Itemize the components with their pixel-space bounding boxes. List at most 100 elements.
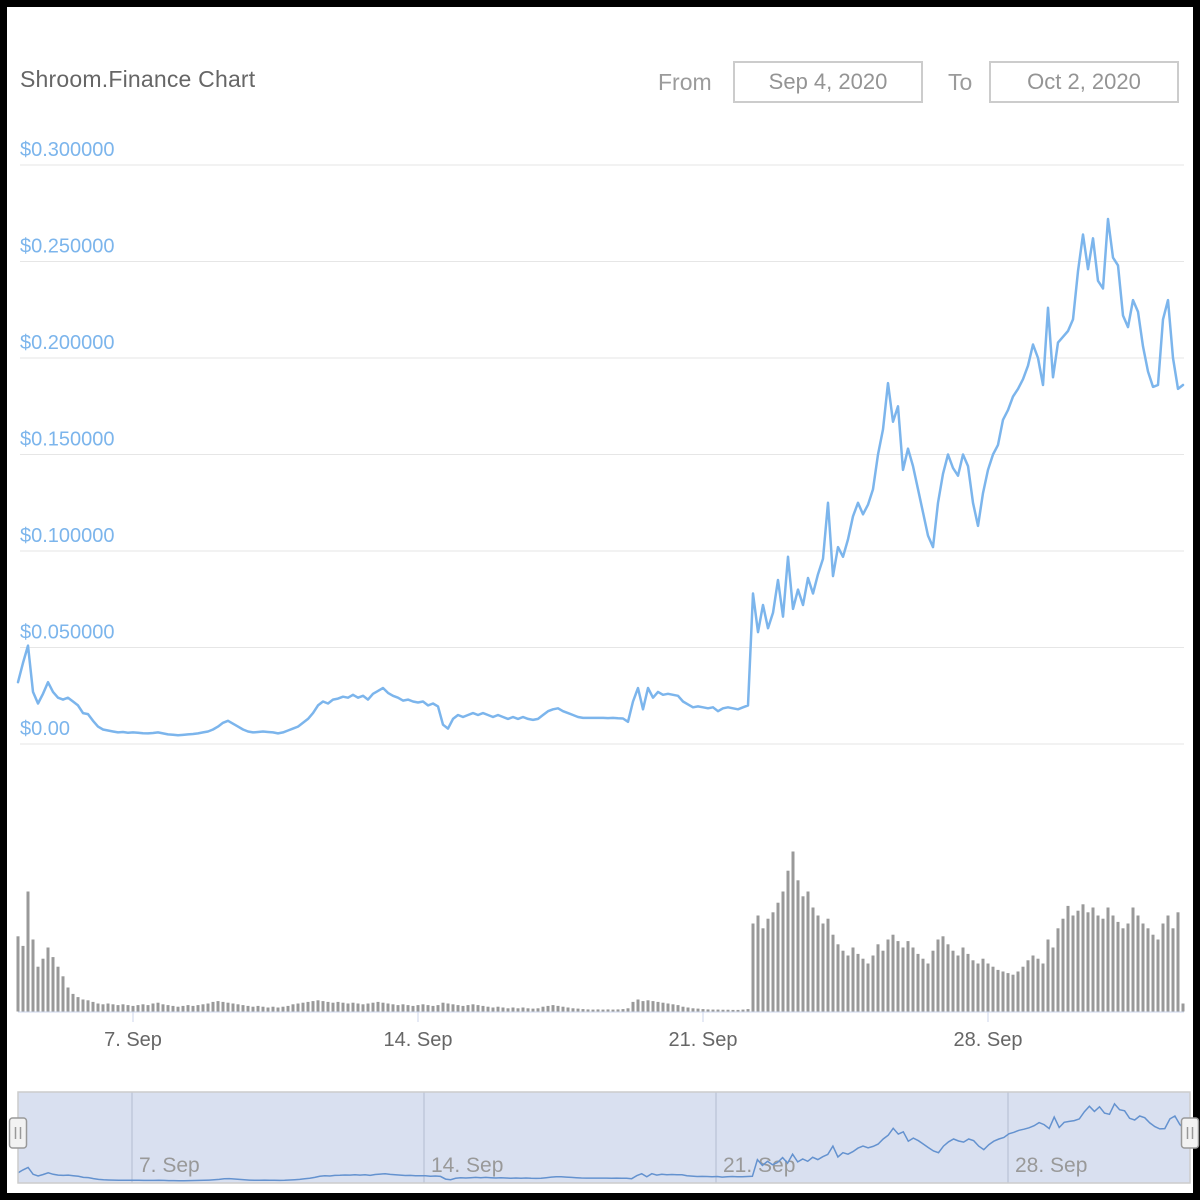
volume-bar — [886, 939, 890, 1012]
handle-body[interactable] — [8, 1117, 28, 1149]
volume-bar — [241, 1005, 245, 1012]
volume-bar — [1101, 918, 1105, 1012]
volume-bar — [716, 1009, 720, 1012]
volume-bar — [921, 958, 925, 1012]
volume-bar — [906, 941, 910, 1012]
y-axis-label: $0.050000 — [20, 622, 115, 644]
volume-bar — [1121, 928, 1125, 1012]
volume-bar — [701, 1009, 705, 1012]
volume-bar — [856, 953, 860, 1012]
volume-bar — [956, 955, 960, 1012]
volume-bar — [41, 958, 45, 1012]
volume-bar — [331, 1002, 335, 1012]
volume-bar — [1031, 955, 1035, 1012]
volume-bar — [841, 950, 845, 1012]
volume-bar — [631, 1001, 635, 1012]
navigator-handle-left[interactable] — [8, 1117, 28, 1149]
volume-bar — [251, 1006, 255, 1012]
from-date-input[interactable] — [733, 61, 923, 103]
volume-bar — [986, 963, 990, 1012]
volume-bar — [196, 1005, 200, 1012]
volume-bar — [696, 1008, 700, 1012]
volume-bar — [51, 957, 55, 1012]
volume-bar — [96, 1003, 100, 1012]
volume-bar — [1016, 971, 1020, 1012]
volume-bar — [1116, 921, 1120, 1012]
volume-bar — [131, 1005, 135, 1012]
volume-bar — [346, 1003, 350, 1012]
volume-bar — [151, 1003, 155, 1012]
volume-bar — [1071, 915, 1075, 1012]
volume-bar — [846, 955, 850, 1012]
volume-bar — [311, 1001, 315, 1012]
volume-bar — [481, 1005, 485, 1012]
volume-bar — [231, 1003, 235, 1012]
volume-bar — [831, 934, 835, 1012]
volume-bar — [556, 1005, 560, 1012]
volume-bar — [321, 1001, 325, 1012]
volume-bar — [726, 1009, 730, 1012]
volume-bar — [391, 1004, 395, 1012]
volume-bar — [636, 999, 640, 1012]
price-gridlines — [20, 164, 1184, 745]
volume-bar — [361, 1004, 365, 1012]
y-axis-labels: $0.00 $0.050000 $0.100000 $0.150000 $0.20000… — [20, 139, 115, 740]
volume-bar — [591, 1009, 595, 1012]
handle-body[interactable] — [1180, 1117, 1200, 1149]
volume-bar — [676, 1005, 680, 1012]
volume-bar — [1091, 907, 1095, 1012]
volume-bar — [1056, 928, 1060, 1012]
volume-bar — [606, 1009, 610, 1012]
volume-bar — [431, 1005, 435, 1012]
volume-bar — [36, 966, 40, 1012]
volume-bar — [1146, 928, 1150, 1012]
volume-bar — [801, 896, 805, 1012]
x-axis-label: 7. Sep — [104, 1029, 162, 1051]
volume-bar — [61, 976, 65, 1012]
volume-bar — [1036, 958, 1040, 1012]
volume-bar — [396, 1005, 400, 1012]
navigator-mask[interactable] — [18, 1092, 1190, 1183]
volume-bar — [901, 947, 905, 1012]
volume-bar — [746, 1009, 750, 1012]
volume-bar — [861, 958, 865, 1012]
volume-bar — [566, 1007, 570, 1012]
volume-bar — [836, 944, 840, 1012]
volume-bar — [1051, 947, 1055, 1012]
navigator-handle-right[interactable] — [1180, 1117, 1200, 1149]
volume-bar — [461, 1005, 465, 1012]
volume-bar — [21, 945, 25, 1012]
volume-bar — [766, 918, 770, 1012]
to-date-input[interactable] — [989, 61, 1179, 103]
volume-bar — [891, 934, 895, 1012]
volume-bar — [596, 1009, 600, 1012]
volume-bar — [661, 1002, 665, 1012]
volume-bar — [276, 1007, 280, 1012]
volume-bar — [291, 1004, 295, 1012]
volume-bar — [526, 1008, 530, 1012]
volume-bar — [421, 1004, 425, 1012]
volume-bar — [1126, 923, 1130, 1012]
page-title: Shroom.Finance Chart — [20, 66, 256, 92]
volume-bar — [966, 953, 970, 1012]
volume-bar — [111, 1004, 115, 1012]
volume-bar — [641, 1001, 645, 1012]
y-axis-label: $0.100000 — [20, 525, 115, 547]
navigator[interactable]: 7. Sep 14. Sep 21. Sep 28. Sep — [8, 1091, 1200, 1184]
volume-bar — [881, 950, 885, 1012]
volume-bar — [501, 1007, 505, 1012]
volume-bar — [656, 1001, 660, 1012]
volume-bar — [951, 950, 955, 1012]
volume-bar — [651, 1001, 655, 1012]
volume-bar — [91, 1001, 95, 1012]
volume-bar — [1086, 912, 1090, 1012]
volume-bar — [26, 891, 30, 1012]
volume-bar — [1061, 918, 1065, 1012]
volume-bar — [201, 1004, 205, 1012]
x-axis-label: 21. Sep — [669, 1029, 738, 1051]
volume-bar — [256, 1005, 260, 1012]
volume-bar — [1141, 923, 1145, 1012]
volume-bar — [411, 1005, 415, 1012]
volume-bar — [281, 1006, 285, 1012]
volume-bar — [931, 950, 935, 1012]
